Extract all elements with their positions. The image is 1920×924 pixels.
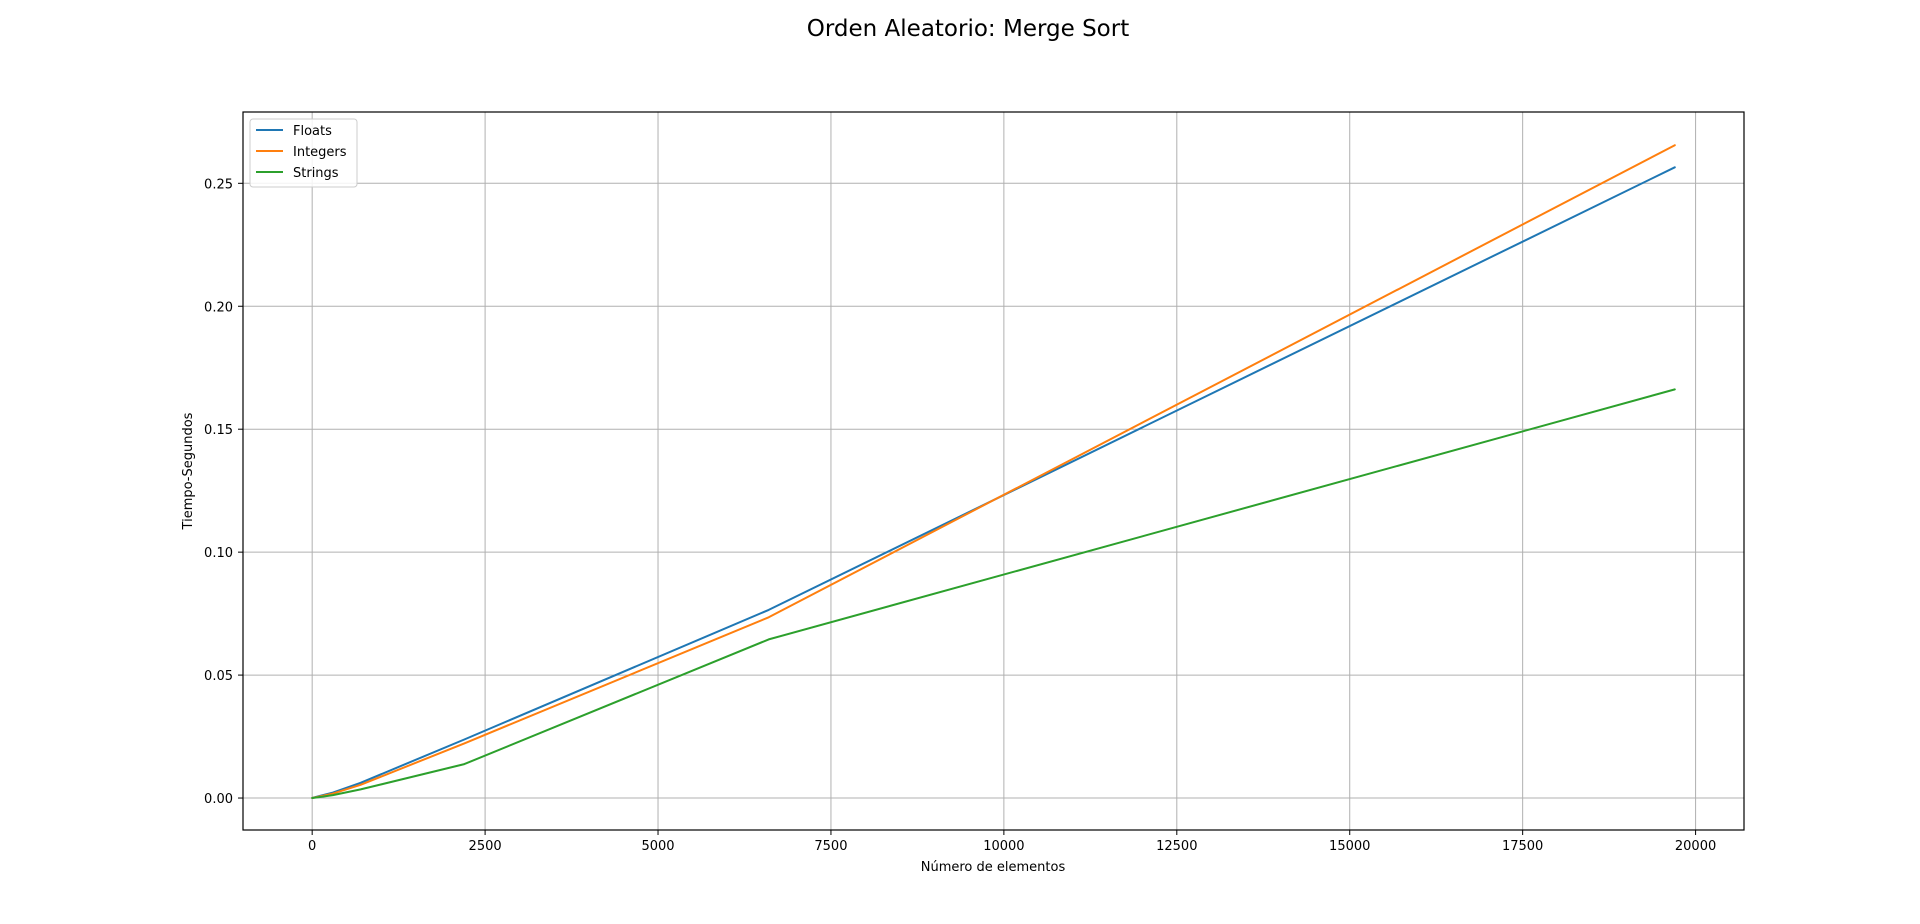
- x-tick-label: 0: [308, 839, 316, 854]
- legend-box: [249, 118, 358, 188]
- y-axis-title: Tiempo-Segundos: [181, 412, 196, 530]
- series-line-strings: [311, 388, 1676, 799]
- legend-label-integers: Integers: [293, 145, 347, 160]
- x-tick-label: 12500: [1156, 839, 1197, 854]
- y-tick-label: 0.15: [204, 423, 233, 438]
- series-line-floats: [311, 166, 1676, 799]
- legend-label-floats: Floats: [293, 124, 332, 139]
- x-tick-label: 20000: [1675, 839, 1716, 854]
- legend-label-strings: Strings: [293, 166, 339, 181]
- y-tick-label: 0.00: [204, 792, 233, 807]
- x-tick-label: 17500: [1502, 839, 1543, 854]
- x-tick-label: 7500: [814, 839, 847, 854]
- x-tick-label: 2500: [469, 839, 502, 854]
- x-axis-title: Número de elementos: [921, 860, 1066, 875]
- y-tick-label: 0.20: [204, 300, 233, 315]
- x-tick-label: 10000: [983, 839, 1024, 854]
- plot-area-frame: [242, 111, 1745, 831]
- chart-title: Orden Aleatorio: Merge Sort: [807, 16, 1129, 42]
- y-tick-label: 0.25: [204, 177, 233, 192]
- series-line-integers: [311, 144, 1676, 799]
- grid-lines: [243, 112, 1744, 830]
- y-tick-label: 0.05: [204, 669, 233, 684]
- x-axis-ticks: 0 2500 5000 7500 10000 12500 15000 17500 20000: [308, 830, 1716, 854]
- legend: Floats Integers Strings: [249, 118, 358, 188]
- y-tick-label: 0.10: [204, 546, 233, 561]
- x-tick-label: 5000: [641, 839, 674, 854]
- x-tick-label: 15000: [1329, 839, 1370, 854]
- series-lines: [311, 144, 1676, 799]
- y-axis-ticks: 0.00 0.05 0.10 0.15 0.20 0.25: [204, 177, 243, 807]
